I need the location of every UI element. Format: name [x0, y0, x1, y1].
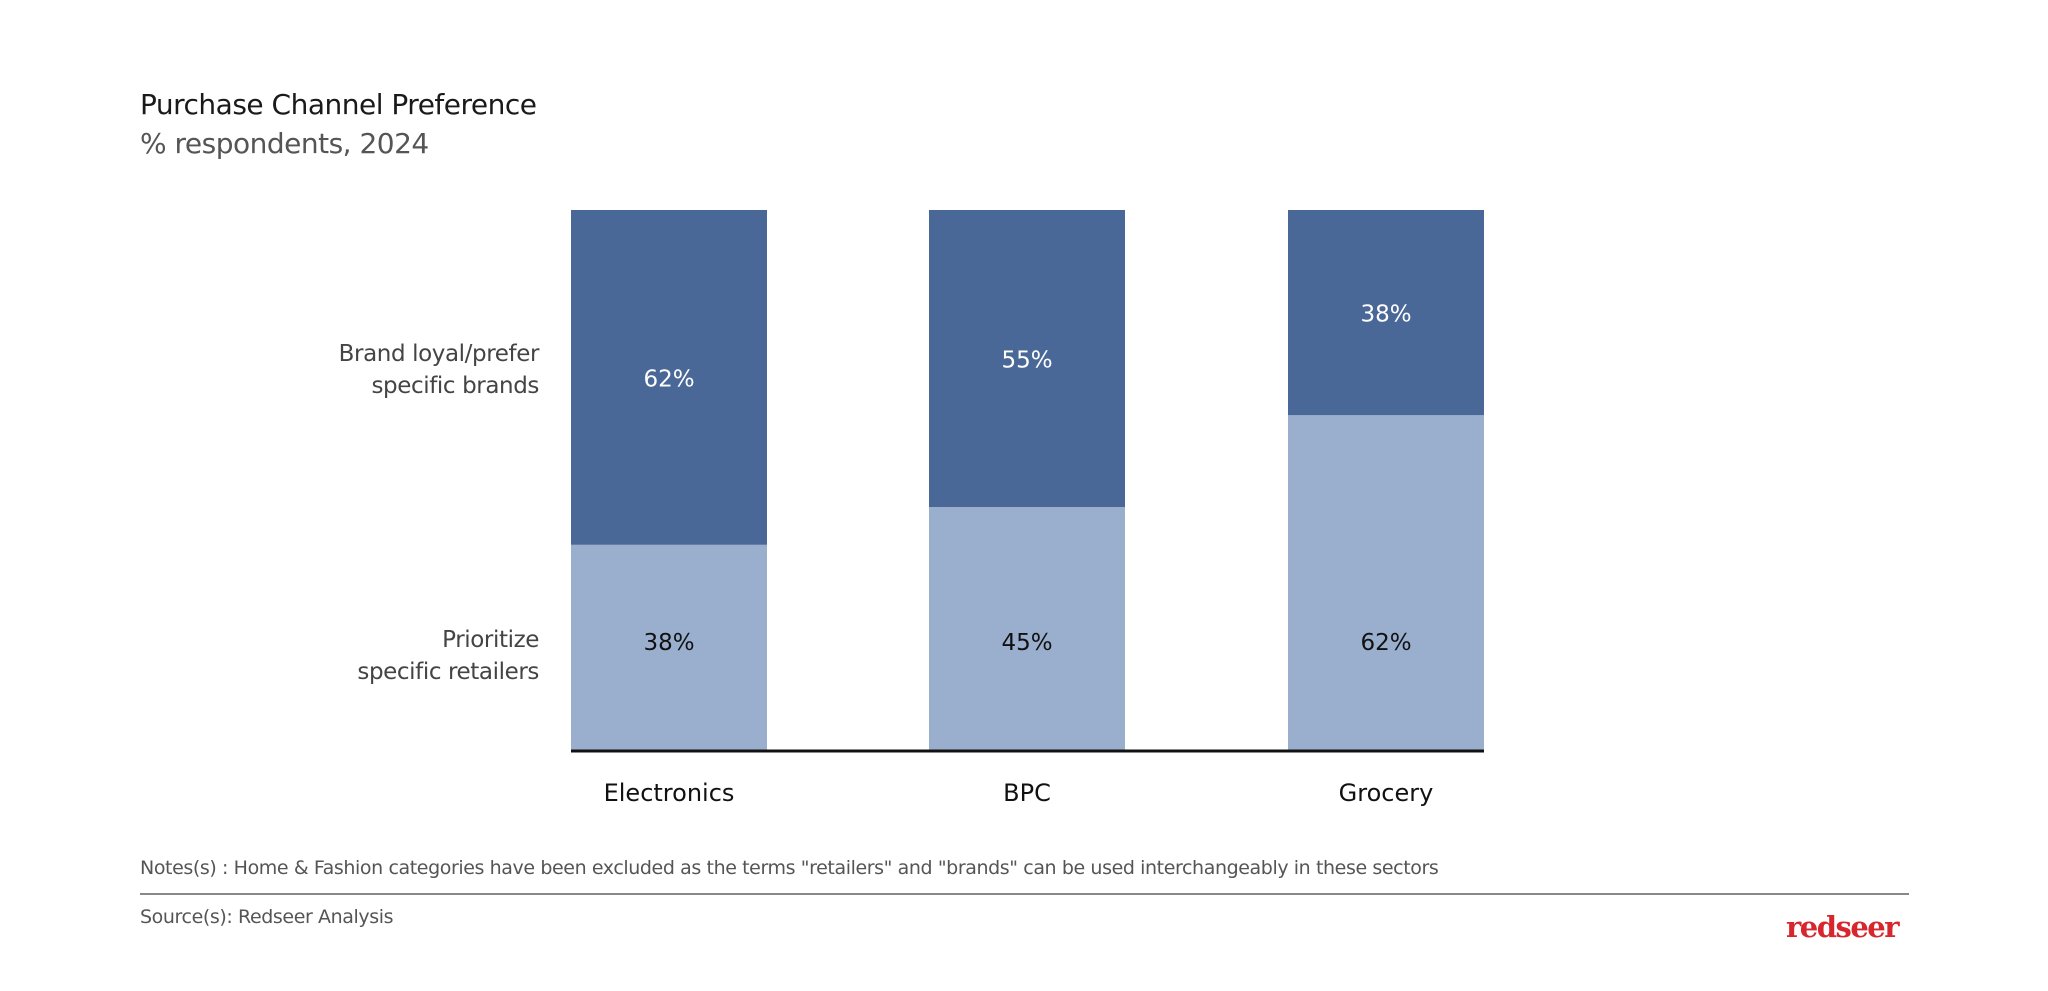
data-label: 38%: [1360, 302, 1411, 328]
category-label: Grocery: [1339, 779, 1434, 807]
bar-segment-electronics-1: [571, 210, 767, 545]
data-label: 55%: [1001, 348, 1052, 374]
data-label: 62%: [643, 366, 694, 392]
bar-segment-grocery-1: [1288, 210, 1484, 416]
chart-subtitle: % respondents, 2024: [140, 127, 429, 160]
chart-title: Purchase Channel Preference: [140, 88, 537, 121]
bar-segment-grocery-0: [1288, 415, 1484, 750]
category-label: BPC: [1003, 779, 1051, 807]
bar-segment-bpc-0: [929, 507, 1125, 750]
data-label: 45%: [1001, 630, 1052, 656]
category-label: Electronics: [604, 779, 735, 807]
source-text: Source(s): Redseer Analysis: [140, 906, 394, 928]
bar-segment-electronics-0: [571, 544, 767, 750]
redseer-logo: redseer: [1786, 910, 1900, 944]
row-label-brand-loyal: Brand loyal/prefer specific brands: [338, 341, 540, 399]
notes-text: Notes(s) : Home & Fashion categories hav…: [140, 857, 1439, 879]
data-label: 38%: [643, 630, 694, 656]
footer-divider: [140, 893, 1909, 895]
bar-segment-bpc-1: [929, 210, 1125, 507]
row-label-retailers: Prioritize specific retailers: [357, 627, 539, 685]
data-label: 62%: [1360, 630, 1411, 656]
